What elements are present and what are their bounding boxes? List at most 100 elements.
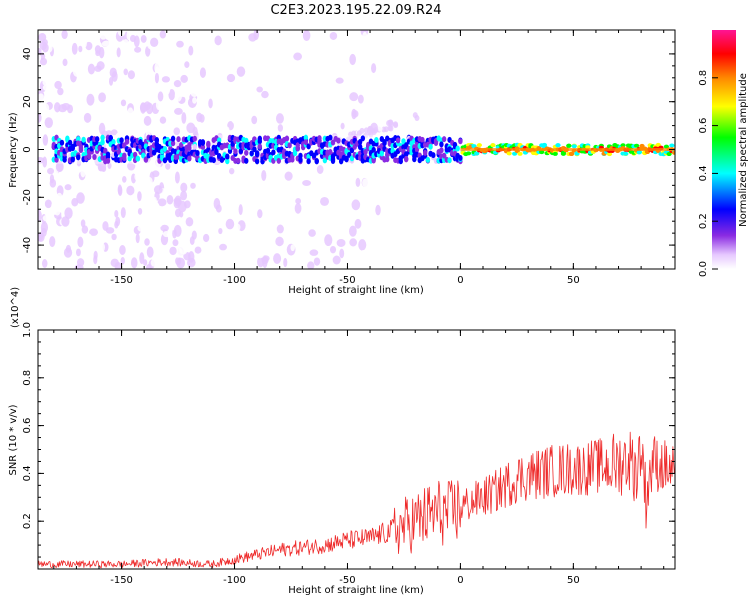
heatmap-cell bbox=[170, 135, 176, 142]
heatmap-cell bbox=[80, 166, 86, 178]
heatmap-cell bbox=[303, 134, 309, 141]
heatmap-cell bbox=[76, 160, 82, 167]
heatmap-cell bbox=[314, 158, 319, 165]
heatmap-cell bbox=[199, 34, 207, 46]
heatmap-cell bbox=[330, 158, 336, 165]
colorbar-label: Normalized spectral amplitude bbox=[738, 73, 749, 227]
heatmap-cell bbox=[476, 143, 482, 148]
heatmap-cell bbox=[283, 257, 288, 268]
colorbar-tick-label: 0.2 bbox=[698, 213, 709, 229]
x-tick-label: 0 bbox=[457, 575, 463, 586]
heatmap-cell bbox=[119, 230, 129, 240]
heatmap-cell bbox=[152, 54, 160, 63]
heatmap-cell bbox=[256, 251, 264, 259]
heatmap-cell bbox=[358, 239, 367, 251]
heatmap-cell bbox=[146, 177, 153, 187]
heatmap-cell bbox=[256, 86, 263, 93]
heatmap-cell bbox=[145, 264, 152, 269]
heatmap-cell bbox=[458, 155, 463, 162]
heatmap-cell bbox=[374, 136, 379, 143]
heatmap-cell bbox=[340, 45, 346, 53]
heatmap-cell bbox=[164, 130, 169, 139]
heatmap-cell bbox=[78, 45, 83, 53]
heatmap-cell bbox=[192, 143, 197, 150]
heatmap-cell bbox=[99, 30, 108, 40]
heatmap-cell bbox=[150, 37, 159, 48]
heatmap-cell bbox=[379, 150, 384, 157]
heatmap-cell bbox=[186, 242, 194, 254]
heatmap-cell bbox=[97, 223, 103, 236]
heatmap-cell bbox=[62, 58, 68, 67]
heatmap-cell bbox=[506, 151, 512, 156]
heatmap-cell bbox=[177, 200, 187, 213]
heatmap-cell bbox=[225, 158, 230, 165]
heatmap-cell bbox=[134, 46, 142, 53]
heatmap-core bbox=[460, 148, 675, 151]
heatmap-cell bbox=[206, 140, 211, 147]
heatmap-cell bbox=[284, 135, 290, 142]
heatmap-cell bbox=[64, 207, 73, 219]
heatmap-cell bbox=[363, 127, 369, 134]
heatmap-cell bbox=[208, 98, 213, 109]
heatmap-cell bbox=[134, 171, 143, 182]
heatmap-cell bbox=[70, 156, 75, 163]
heatmap-cell bbox=[344, 156, 349, 163]
heatmap-cell bbox=[317, 135, 322, 142]
heatmap-cell bbox=[254, 158, 260, 165]
heatmap-cell bbox=[200, 139, 206, 146]
heatmap-cell bbox=[234, 223, 241, 232]
heatmap-cell bbox=[80, 219, 86, 228]
heatmap-cell bbox=[152, 202, 160, 209]
heatmap-cell bbox=[272, 177, 281, 186]
heatmap-cell bbox=[236, 66, 246, 77]
heatmap-cell bbox=[439, 141, 444, 148]
heatmap-cell bbox=[218, 228, 223, 235]
heatmap-cell bbox=[130, 257, 138, 269]
colorbar: 0.0 0.2 0.4 0.6 0.8 Normalized spectral ampl… bbox=[698, 30, 749, 277]
spectrogram-heatmap bbox=[38, 30, 675, 269]
heatmap-cell bbox=[377, 125, 383, 132]
colorbar-ticks: 0.0 0.2 0.4 0.6 0.8 bbox=[698, 70, 718, 277]
heatmap-cell bbox=[388, 125, 394, 132]
heatmap-cell bbox=[96, 61, 105, 71]
heatmap-cell bbox=[320, 196, 330, 206]
heatmap-cell bbox=[176, 30, 185, 36]
heatmap-cell bbox=[218, 162, 228, 173]
heatmap-cell bbox=[47, 167, 54, 175]
heatmap-cell bbox=[64, 184, 72, 191]
heatmap-cell bbox=[144, 238, 150, 246]
colorbar-tick-label: 0.6 bbox=[698, 118, 709, 134]
x-tick-label: 50 bbox=[567, 275, 580, 286]
heatmap-cell bbox=[134, 99, 141, 107]
heatmap-cell bbox=[55, 161, 64, 173]
heatmap-cell bbox=[98, 92, 106, 103]
heatmap-cell bbox=[281, 44, 287, 51]
heatmap-cell bbox=[261, 90, 269, 99]
heatmap-cell bbox=[264, 223, 271, 236]
heatmap-cell bbox=[339, 248, 345, 259]
heatmap-cell bbox=[72, 187, 77, 198]
heatmap-cell bbox=[98, 122, 106, 135]
heatmap-cell bbox=[176, 40, 184, 48]
y-tick-label: 0.4 bbox=[22, 465, 33, 481]
heatmap-cell bbox=[107, 56, 113, 63]
heatmap-cell bbox=[362, 31, 368, 42]
heatmap-cell bbox=[290, 244, 295, 252]
heatmap-cell bbox=[179, 44, 189, 56]
heatmap-cell bbox=[112, 114, 121, 122]
heatmap-cell bbox=[261, 170, 267, 181]
heatmap-cell bbox=[59, 139, 65, 146]
heatmap-cell bbox=[371, 33, 379, 45]
heatmap-cell bbox=[41, 259, 48, 268]
heatmap-cell bbox=[419, 112, 425, 119]
heatmap-cell bbox=[181, 112, 187, 124]
heatmap-cell bbox=[403, 156, 409, 163]
heatmap-cell bbox=[151, 170, 160, 178]
heatmap-cell bbox=[382, 140, 387, 147]
heatmap-cell bbox=[150, 259, 158, 267]
heatmap-cell bbox=[169, 246, 177, 256]
heatmap-cell bbox=[412, 156, 417, 163]
heatmap-cell bbox=[83, 112, 92, 123]
heatmap-cell bbox=[276, 157, 281, 164]
